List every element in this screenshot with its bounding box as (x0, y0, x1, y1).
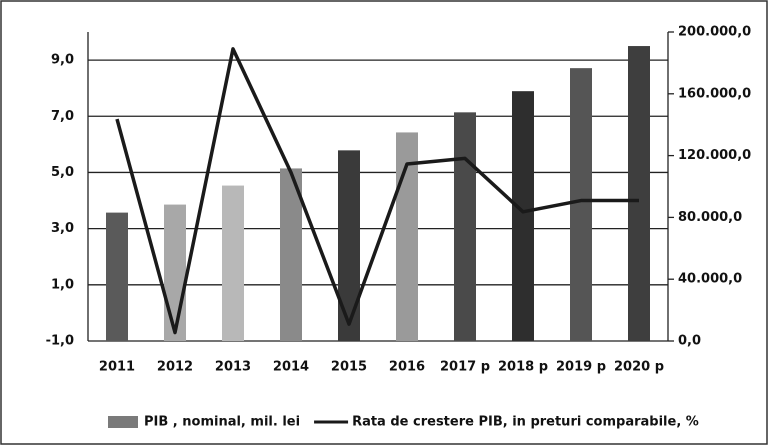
y2-tick-label: 120.000,0 (678, 148, 751, 163)
y-tick-label: 9,0 (51, 53, 74, 68)
bar (570, 68, 592, 341)
x-tick-label: 2014 (273, 360, 309, 375)
bar (164, 204, 186, 341)
bar (106, 212, 128, 341)
y-tick-label: -1,0 (46, 334, 74, 349)
bar (280, 168, 302, 341)
y2-tick-label: 80.000,0 (678, 210, 742, 225)
legend-swatch (108, 416, 138, 428)
y2-tick-label: 200.000,0 (678, 25, 751, 40)
x-tick-label: 2015 (331, 360, 367, 375)
bar (628, 46, 650, 341)
line (115, 47, 639, 335)
x-tick-label: 2013 (215, 360, 251, 375)
x-tick-label: 2016 (389, 360, 425, 375)
x-tick-label: 2012 (157, 360, 193, 375)
bar (454, 112, 476, 341)
y2-tick-label: 160.000,0 (678, 86, 751, 101)
x-tick-label: 2020 p (614, 360, 664, 375)
x-tick-label: 2019 p (556, 360, 606, 375)
y-tick-label: 1,0 (51, 277, 74, 292)
y-tick-label: 5,0 (51, 165, 74, 180)
x-tick-label: 2017 p (440, 360, 490, 375)
y2-tick-label: 40.000,0 (678, 272, 742, 287)
y-tick-label: 7,0 (51, 109, 74, 124)
y-tick-label: 3,0 (51, 221, 74, 236)
legend-label: Rata de crestere PIB, in preturi compara… (352, 415, 699, 430)
bar (222, 185, 244, 341)
y2-tick-label: 0,0 (678, 334, 701, 349)
x-tick-label: 2011 (99, 360, 135, 375)
bar (512, 91, 534, 342)
bar (338, 150, 360, 341)
x-tick-label: 2018 p (498, 360, 548, 375)
bar (396, 132, 418, 341)
legend-label: PIB , nominal, mil. lei (144, 415, 300, 430)
